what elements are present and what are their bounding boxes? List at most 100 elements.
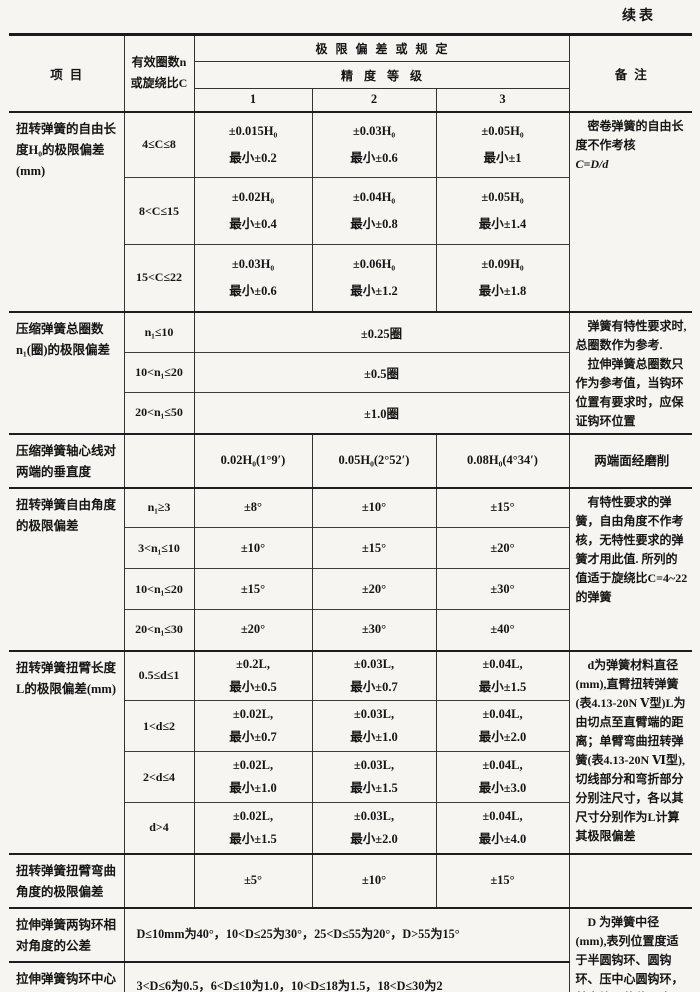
value-min-line: 最小±4.0 xyxy=(478,831,527,846)
value-min-line: 最小±0.6 xyxy=(350,150,398,165)
header-grade-1: 1 xyxy=(194,88,313,112)
value-line: ±0.03H₀ xyxy=(352,123,396,138)
header-remark: 备注 xyxy=(568,34,692,112)
value-min-line: 最小±1.5 xyxy=(478,679,527,694)
grade2-cell: ±0.03L, 最小±2.0 xyxy=(311,802,437,854)
cond-cell: 4≤C≤8 xyxy=(123,110,195,178)
value-line: 3<D≤6为0.5，6<D≤10为1.0，10<D≤18为1.5，18<D≤30… xyxy=(136,979,443,992)
grade3-cell: 0.08H₀(4°34′) xyxy=(435,432,570,488)
cond-cell: d>4 xyxy=(124,802,195,854)
grade2-cell: 0.05H₀(2°52′) xyxy=(311,432,437,488)
header-cond-line1: 有效圈数n xyxy=(131,55,187,70)
grade1-cell: ±20° xyxy=(193,609,313,651)
section-perpendicularity: 压缩弹簧轴心线对两端的垂直度 0.02H₀(1°9′) 0.05H₀(2°52′… xyxy=(9,432,692,488)
section-free-angle: 扭转弹簧自由角度的极限偏差 n₁≥3 ±8° ±10° ±15° 有特性要求的弹… xyxy=(9,486,692,651)
value-min-line: 最小±1.5 xyxy=(350,781,398,795)
value-line: ±0.03H₀ xyxy=(231,256,275,271)
value-line: ±0.03L, xyxy=(353,707,395,721)
item-cell: 扭转弹簧扭臂弯曲角度的极限偏差 xyxy=(9,852,125,908)
remark-cell xyxy=(568,852,692,908)
grade1-cell: ±0.2L, 最小±0.5 xyxy=(193,649,313,701)
grade3-cell: ±0.05H₀ 最小±1.4 xyxy=(435,177,569,245)
remark-cell: 密卷弹簧的自由长度不作考核 C=D/d xyxy=(568,110,692,312)
span-value-cell: 3<D≤6为0.5，6<D≤10为1.0，10<D≤18为1.5，18<D≤30… xyxy=(123,960,569,992)
grade1-cell: 0.02H₀(1°9′) xyxy=(193,432,313,488)
span-value-cell: ±1.0圈 xyxy=(193,392,569,434)
grade2-cell: ±20° xyxy=(311,568,437,610)
grade1-cell: ±0.02L, 最小±1.5 xyxy=(193,802,313,854)
remark-paragraph: 弹簧有特性要求时,总圈数作为参考. xyxy=(575,318,687,352)
grade2-cell: ±10° xyxy=(311,486,437,528)
grade1-cell: ±0.015H₀ 最小±0.2 xyxy=(193,110,313,178)
remark-paragraph: 拉伸弹簧总圈数只作为参考值，当钩环位置有要求时，应保证钩环位置 xyxy=(575,356,684,428)
section-free-length: 扭转弹簧的自由长度H₀的极限偏差(mm) 4≤C≤8 ±0.015H₀ 最小±0.… xyxy=(9,110,692,312)
item-cell: 压缩弹簧轴心线对两端的垂直度 xyxy=(9,432,125,488)
section-hooks: 拉伸弹簧两钩环相对角度的公差 D≤10mm为40°，10<D≤25为30°，25… xyxy=(9,906,692,992)
value-min-line: 最小±2.0 xyxy=(350,831,398,846)
value-min-line: 最小±0.7 xyxy=(229,730,277,744)
value-min-line: 最小±0.5 xyxy=(229,679,277,694)
value-min-line: 最小±2.0 xyxy=(478,730,527,744)
value-min-line: 最小±1 xyxy=(483,150,522,165)
remark-formula: C=D/d xyxy=(575,156,609,171)
value-line: ±0.02L, xyxy=(232,758,274,772)
value-line: ±0.03L, xyxy=(353,808,395,823)
remark-paragraph: D 为弹簧中径(mm),表列位置度适于半圆钩环、圆钩环、压中心圆钩环，其它钩环的… xyxy=(575,914,684,992)
cond-cell: 10<n₁≤20 xyxy=(124,568,195,610)
item-cell: 拉伸弹簧两钩环相对角度的公差 xyxy=(9,906,125,962)
remark-cell: D 为弹簧中径(mm),表列位置度适于半圆钩环、圆钩环、压中心圆钩环，其它钩环的… xyxy=(568,906,692,992)
item-cell: 扭转弹簧的自由长度H₀的极限偏差(mm) xyxy=(9,110,125,312)
grade1-cell: ±0.02L, 最小±0.7 xyxy=(193,700,313,752)
value-line: ±0.02H₀ xyxy=(231,190,275,204)
cond-cell xyxy=(123,852,195,908)
cond-cell: 2<d≤4 xyxy=(124,751,195,803)
grade3-cell: ±0.04L, 最小±4.0 xyxy=(435,802,569,854)
cond-cell xyxy=(123,432,195,488)
table-header: 项目 有效圈数n 或旋绕比C 极限偏差或规定 备注 精度等级 1 2 3 xyxy=(9,34,692,112)
grade1-cell: ±5° xyxy=(193,852,313,908)
value-min-line: 最小±1.8 xyxy=(478,283,527,298)
grade3-cell: ±0.04L, 最小±3.0 xyxy=(435,751,569,803)
grade2-cell: ±0.06H₀ 最小±1.2 xyxy=(311,244,437,312)
header-limit: 极限偏差或规定 xyxy=(193,34,570,62)
cond-cell: 0.5≤d≤1 xyxy=(123,649,195,701)
value-min-line: 最小±0.6 xyxy=(229,283,277,298)
item-cell: 压缩弹簧总圈数n₁(圈)的极限偏差 xyxy=(9,310,125,434)
grade2-cell: ±15° xyxy=(311,527,437,569)
value-line: ±0.04L, xyxy=(482,808,523,823)
remark-paragraph: 有特性要求的弹簧，自由角度不作考核，无特性要求的弹簧才用此值. 所列的值适于旋绕… xyxy=(575,494,688,604)
grade2-cell: ±30° xyxy=(311,609,437,651)
grade3-cell: ±0.09H₀ 最小±1.8 xyxy=(435,244,569,312)
cond-cell: n₁≥3 xyxy=(123,486,195,528)
value-min-line: 最小±1.0 xyxy=(350,730,398,744)
header-grade-2: 2 xyxy=(311,88,437,112)
grade1-cell: ±10° xyxy=(193,527,313,569)
header-cond-line2: 或旋绕比C xyxy=(130,76,188,91)
value-line: ±0.09H₀ xyxy=(481,256,524,271)
cond-cell: 20<n₁≤30 xyxy=(124,609,195,651)
section-total-coils: 压缩弹簧总圈数n₁(圈)的极限偏差 n₁≤10 ±0.25圈 弹簧有特性要求时,… xyxy=(9,310,692,434)
span-value-cell: D≤10mm为40°，10<D≤25为30°，25<D≤55为20°，D>55为… xyxy=(123,906,570,962)
value-min-line: 最小±1.0 xyxy=(229,781,277,795)
remark-cell: d为弹簧材料直径(mm),直臂扭转弹簧(表4.13-20N Ⅴ型)L为由切点至直… xyxy=(568,649,692,854)
value-line: ±0.04L, xyxy=(482,656,523,671)
remark-paragraph: 密卷弹簧的自由长度不作考核 xyxy=(575,118,684,152)
value-line: ±0.015H₀ xyxy=(228,123,278,138)
value-line: ±0.05H₀ xyxy=(481,190,524,204)
value-line: ±0.05H₀ xyxy=(481,123,524,138)
continued-table-label: 续表 xyxy=(622,9,656,24)
cond-cell: 1<d≤2 xyxy=(124,700,195,752)
grade3-cell: ±15° xyxy=(435,486,570,528)
remark-paragraph: d为弹簧材料直径(mm),直臂扭转弹簧(表4.13-20N Ⅴ型)L为由切点至直… xyxy=(575,657,686,843)
grade2-cell: ±0.03H₀ 最小±0.6 xyxy=(311,110,437,178)
value-min-line: 最小±1.4 xyxy=(478,217,527,231)
remark-cell: 弹簧有特性要求时,总圈数作为参考. 拉伸弹簧总圈数只作为参考值，当钩环位置有要求… xyxy=(568,310,692,434)
value-line: ±0.04L, xyxy=(482,758,523,772)
section-arm-length: 扭转弹簧扭臂长度L的极限偏差(mm) 0.5≤d≤1 ±0.2L, 最小±0.5 … xyxy=(9,649,692,854)
header-item: 项目 xyxy=(9,34,125,112)
value-min-line: 最小±0.2 xyxy=(229,150,277,165)
remark-cell: 两端面经磨削 xyxy=(568,432,692,488)
value-line: ±0.03L, xyxy=(353,758,395,772)
value-min-line: 最小±1.2 xyxy=(350,283,398,298)
